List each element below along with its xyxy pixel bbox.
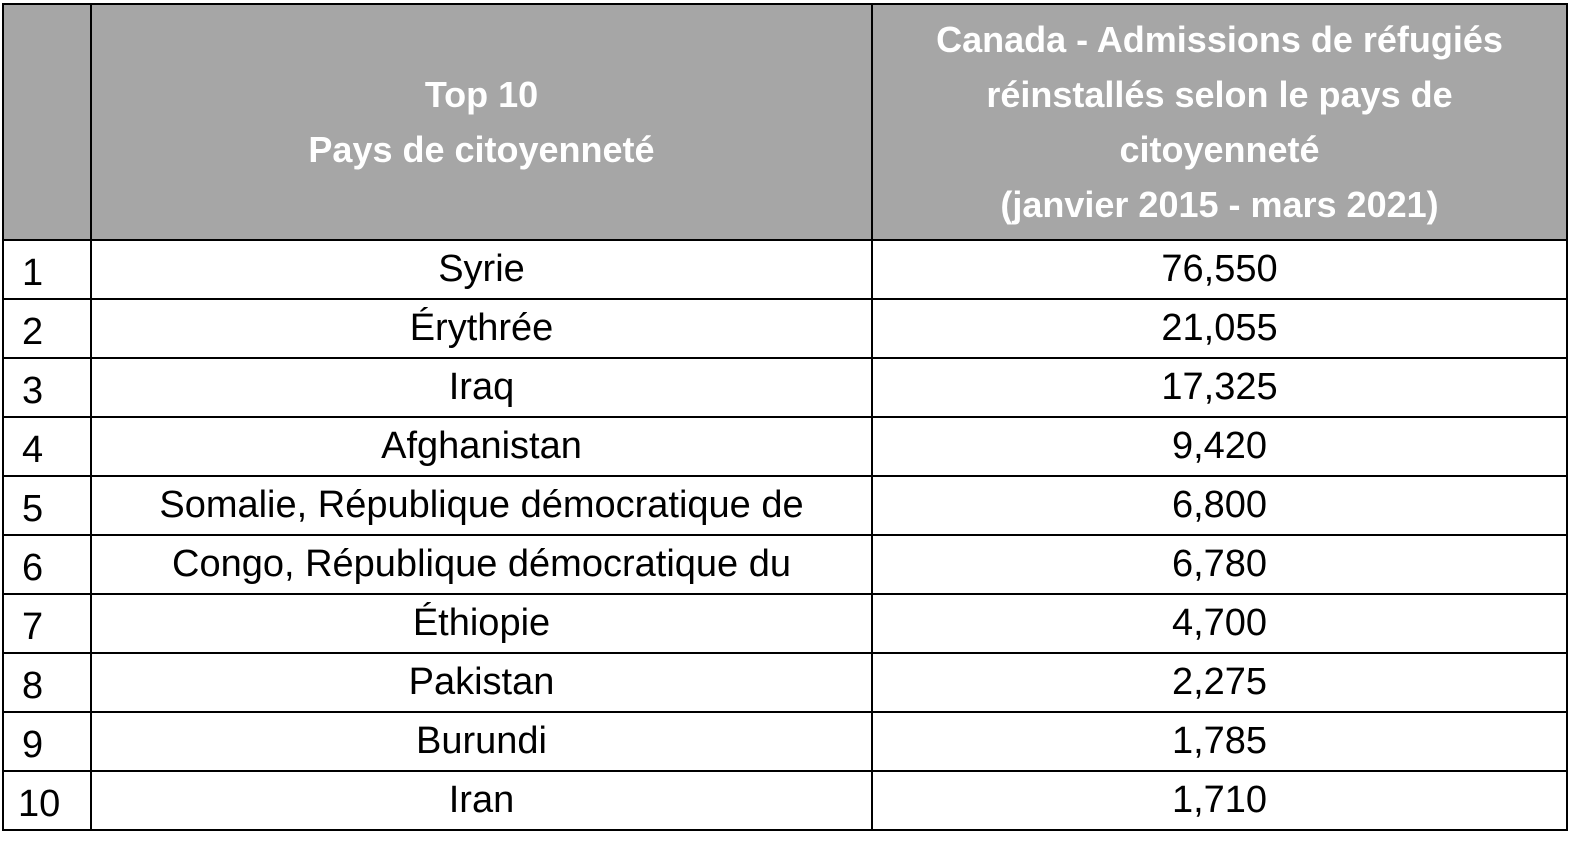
header-value: Canada - Admissions de réfugiés réinstal…	[871, 3, 1568, 241]
refugee-admissions-table: Top 10 Pays de citoyenneté Canada - Admi…	[2, 3, 1568, 831]
table-row: 2 Érythrée 21,055	[2, 298, 1568, 359]
table-row: 4 Afghanistan 9,420	[2, 416, 1568, 477]
table-row: 8 Pakistan 2,275	[2, 652, 1568, 713]
value-cell: 1,785	[871, 711, 1568, 772]
country-cell: Congo, République démocratique du	[90, 534, 873, 595]
rank-cell: 10	[2, 770, 92, 831]
country-cell: Éthiopie	[90, 593, 873, 654]
country-cell: Afghanistan	[90, 416, 873, 477]
value-cell: 1,710	[871, 770, 1568, 831]
refugee-table-container: Top 10 Pays de citoyenneté Canada - Admi…	[2, 3, 1568, 831]
rank-cell: 4	[2, 416, 92, 477]
rank-cell: 8	[2, 652, 92, 713]
table-row: 3 Iraq 17,325	[2, 357, 1568, 418]
country-cell: Érythrée	[90, 298, 873, 359]
header-country: Top 10 Pays de citoyenneté	[90, 3, 873, 241]
table-row: 5 Somalie, République démocratique de 6,…	[2, 475, 1568, 536]
value-cell: 6,800	[871, 475, 1568, 536]
country-cell: Iraq	[90, 357, 873, 418]
rank-cell: 7	[2, 593, 92, 654]
value-cell: 2,275	[871, 652, 1568, 713]
rank-cell: 3	[2, 357, 92, 418]
rank-cell: 1	[2, 239, 92, 300]
value-cell: 76,550	[871, 239, 1568, 300]
header-value-line-4: (janvier 2015 - mars 2021)	[1000, 184, 1439, 225]
header-value-line-3: citoyenneté	[1119, 129, 1320, 170]
value-cell: 4,700	[871, 593, 1568, 654]
header-value-line-1: Canada - Admissions de réfugiés	[936, 19, 1503, 60]
header-rank	[2, 3, 92, 241]
country-cell: Iran	[90, 770, 873, 831]
header-country-line-2: Pays de citoyenneté	[308, 129, 655, 170]
rank-cell: 5	[2, 475, 92, 536]
value-cell: 9,420	[871, 416, 1568, 477]
country-cell: Pakistan	[90, 652, 873, 713]
value-cell: 6,780	[871, 534, 1568, 595]
rank-cell: 9	[2, 711, 92, 772]
table-row: 6 Congo, République démocratique du 6,78…	[2, 534, 1568, 595]
value-cell: 21,055	[871, 298, 1568, 359]
rank-cell: 6	[2, 534, 92, 595]
header-country-line-1: Top 10	[424, 74, 539, 115]
table-row: 10 Iran 1,710	[2, 770, 1568, 831]
country-cell: Somalie, République démocratique de	[90, 475, 873, 536]
table-row: 1 Syrie 76,550	[2, 239, 1568, 300]
header-row: Top 10 Pays de citoyenneté Canada - Admi…	[2, 3, 1568, 241]
country-cell: Syrie	[90, 239, 873, 300]
value-cell: 17,325	[871, 357, 1568, 418]
rank-cell: 2	[2, 298, 92, 359]
table-row: 7 Éthiopie 4,700	[2, 593, 1568, 654]
header-value-line-2: réinstallés selon le pays de	[986, 74, 1453, 115]
table-row: 9 Burundi 1,785	[2, 711, 1568, 772]
country-cell: Burundi	[90, 711, 873, 772]
